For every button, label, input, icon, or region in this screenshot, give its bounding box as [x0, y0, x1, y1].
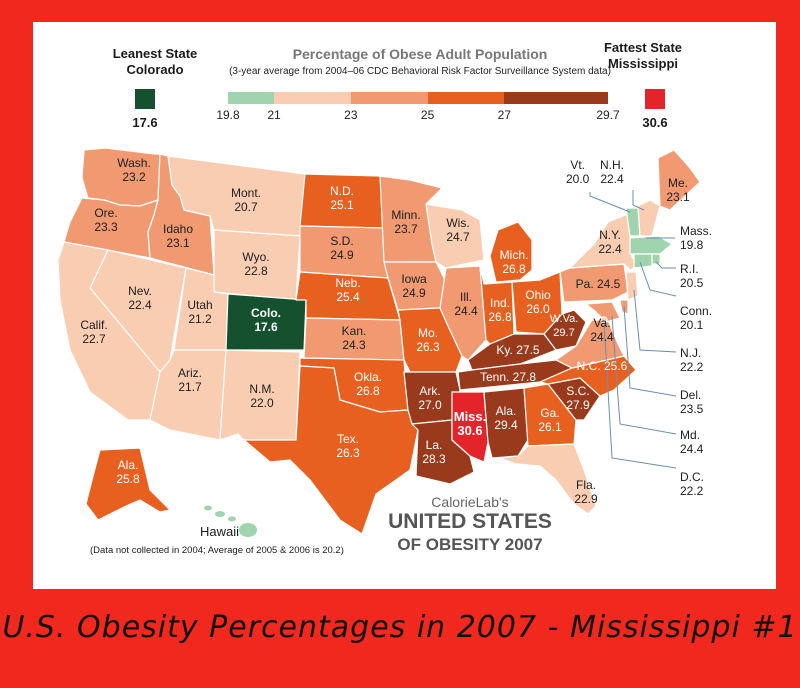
- hawaii-islands: [204, 505, 257, 537]
- label-va: Va. 24.4: [590, 316, 614, 344]
- label-tx: Tex. 26.3: [336, 432, 360, 460]
- state-wv: [543, 309, 587, 351]
- legend-tick-1: 21: [267, 108, 281, 122]
- state-ga: [523, 383, 577, 447]
- callout-dc: D.C. 22.2: [680, 470, 704, 498]
- fattest-value: 30.6: [642, 115, 668, 130]
- label-ks: Kan. 24.3: [341, 324, 367, 352]
- label-mi: Mich. 26.8: [499, 248, 529, 276]
- legend-scale-bar: [228, 92, 608, 104]
- brand-title-line2: OF OBESITY 2007: [397, 535, 543, 554]
- state-ma: [629, 235, 673, 255]
- handwritten-caption: U.S. Obesity Percentages in 2007 - Missi…: [2, 610, 798, 645]
- leanest-value: 17.6: [132, 115, 158, 130]
- label-ia: Iowa 24.9: [401, 272, 427, 300]
- label-ny: N.Y. 22.4: [598, 228, 622, 256]
- callout-ma: Mass. 19.8: [680, 224, 713, 252]
- label-mo: Mo. 26.3: [416, 326, 440, 354]
- label-nm: N.M. 22.0: [249, 382, 275, 410]
- state-tx: [243, 365, 419, 535]
- callout-nh: N.H. 22.4: [600, 158, 624, 186]
- state-nj: [625, 271, 639, 301]
- legend-subtitle: (3-year average from 2004–06 CDC Behavio…: [229, 66, 611, 77]
- label-nd: N.D. 25.1: [330, 184, 354, 212]
- label-la: La. 28.3: [422, 438, 446, 466]
- label-al: Ala. 29.4: [494, 404, 518, 432]
- callout-ri: R.I. 20.5: [680, 262, 704, 290]
- state-mi: [489, 221, 533, 283]
- legend-bin-4: [504, 92, 608, 104]
- label-co: Colo. 17.6: [251, 306, 281, 334]
- state-ny: [569, 213, 645, 271]
- legend-bin-3: [427, 92, 505, 104]
- label-mt: Mont. 20.7: [230, 186, 262, 214]
- hawaii-note: (Data not collected in 2004; Average of …: [90, 545, 344, 556]
- state-ak: [85, 447, 171, 521]
- label-ak: Ala. 25.8: [116, 458, 140, 486]
- legend-bin-0: [228, 92, 275, 104]
- label-wv: W.Va. 29.7: [549, 313, 579, 339]
- callout-md: Md. 24.4: [680, 428, 704, 456]
- label-sc: S.C. 27.9: [566, 384, 590, 412]
- label-fl: Fla. 22.9: [574, 478, 598, 506]
- callout-ct: Conn. 20.1: [680, 304, 713, 332]
- label-in: Ind. 26.8: [488, 296, 512, 324]
- label-ut: Utah 21.2: [187, 298, 213, 326]
- legend-bin-2: [350, 92, 428, 104]
- callout-lines: [589, 190, 677, 469]
- label-nv: Nev. 22.4: [128, 284, 152, 312]
- label-wa: Wash. 23.2: [117, 156, 151, 184]
- label-wi: Wis. 24.7: [446, 216, 470, 244]
- legend-title: Percentage of Obese Adult Population: [292, 46, 548, 62]
- label-pa: Pa. 24.5: [575, 277, 621, 291]
- label-ky: Ky. 27.5: [496, 343, 540, 357]
- leanest-swatch: [135, 89, 155, 109]
- legend-tick-2: 23: [344, 108, 358, 122]
- state-nh: [637, 199, 661, 237]
- brand-title-line1: UNITED STATES: [388, 510, 552, 533]
- fattest-swatch: [645, 89, 665, 109]
- label-or: Ore. 23.3: [94, 206, 118, 234]
- label-ar: Ark. 27.0: [418, 384, 442, 412]
- label-ne: Neb. 25.4: [335, 276, 361, 304]
- fattest-state-name: Mississippi: [607, 56, 679, 71]
- state-fl: [499, 443, 597, 515]
- label-id: Idaho 23.1: [162, 222, 194, 250]
- callout-nj: N.J. 22.2: [680, 346, 704, 374]
- callout-vt: Vt. 20.0: [566, 158, 590, 186]
- label-me: Me. 23.1: [666, 176, 690, 204]
- label-mn: Minn. 23.7: [391, 208, 421, 236]
- label-il: Ill. 24.4: [454, 290, 478, 318]
- callout-de: Del. 23.5: [680, 388, 704, 416]
- legend-tick-4: 27: [497, 108, 512, 122]
- label-ga: Ga. 26.1: [538, 406, 562, 434]
- label-sd: S.D. 24.9: [330, 234, 354, 262]
- fattest-heading: Fattest State Mississippi: [588, 40, 698, 72]
- state-md: [585, 301, 621, 323]
- hawaii-label: Hawaii: [200, 524, 240, 539]
- leanest-heading: Leanest State Colorado: [100, 46, 210, 78]
- brand-name: CalorieLab's: [431, 494, 509, 510]
- legend-tick-5: 29.7: [596, 108, 620, 122]
- label-nc: N.C. 25.6: [576, 359, 628, 373]
- label-wy: Wyo. 22.8: [242, 250, 270, 278]
- legend-tick-3: 25: [420, 108, 435, 122]
- state-wi: [425, 203, 485, 269]
- state-ct: [633, 253, 653, 269]
- label-oh: Ohio 26.0: [525, 288, 551, 316]
- label-tn: Tenn. 27.8: [479, 370, 537, 384]
- leanest-state-name: Colorado: [126, 62, 184, 77]
- label-ca: Calif. 22.7: [80, 318, 108, 346]
- state-ca: [57, 241, 161, 421]
- label-ok: Okla. 26.8: [353, 370, 383, 398]
- legend-bin-1: [274, 92, 351, 104]
- label-az: Ariz. 21.7: [178, 366, 202, 394]
- legend-tick-0: 19.8: [216, 108, 240, 122]
- label-ms: Miss. 30.6: [453, 409, 487, 438]
